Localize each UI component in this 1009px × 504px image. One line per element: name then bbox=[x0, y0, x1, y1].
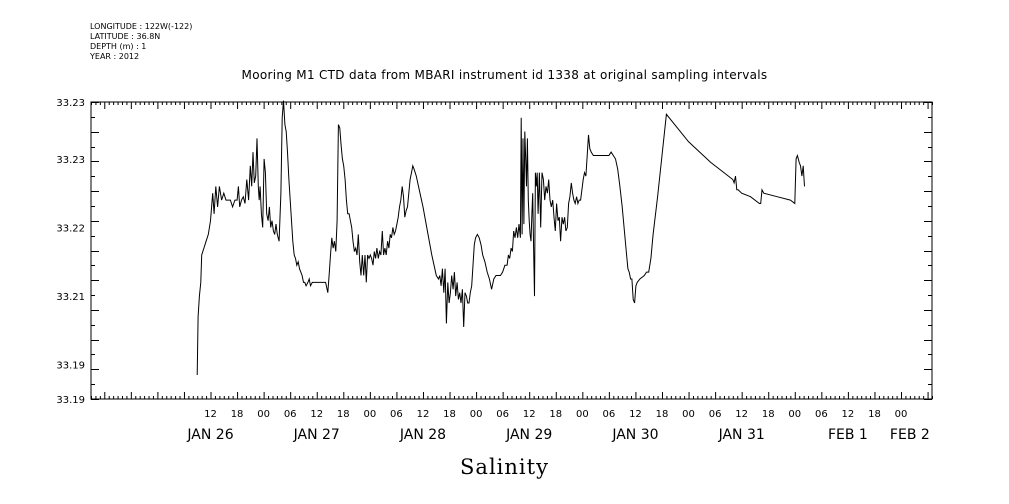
x-tick-label: 00 bbox=[470, 409, 483, 420]
x-day-label: FEB 1 bbox=[828, 427, 868, 443]
x-tick-label: 00 bbox=[257, 409, 270, 420]
x-day-label: JAN 27 bbox=[293, 427, 340, 443]
salinity-series-line bbox=[196, 100, 805, 376]
x-tick-label: 12 bbox=[417, 409, 430, 420]
x-tick-label: 00 bbox=[363, 409, 376, 420]
depth-label: DEPTH (m) : 1 bbox=[90, 42, 147, 51]
x-day-label: JAN 29 bbox=[505, 427, 552, 443]
x-tick-label: 12 bbox=[310, 409, 323, 420]
x-tick-label: 18 bbox=[656, 409, 669, 420]
x-tick-label: 00 bbox=[682, 409, 695, 420]
x-tick-label: 06 bbox=[709, 409, 722, 420]
y-tick-label: 33.21 bbox=[56, 292, 85, 303]
x-tick-label: 18 bbox=[231, 409, 244, 420]
x-tick-label: 00 bbox=[788, 409, 801, 420]
x-day-label: JAN 30 bbox=[611, 427, 658, 443]
x-tick-label: 12 bbox=[735, 409, 748, 420]
x-tick-label: 18 bbox=[549, 409, 562, 420]
x-day-labels: JAN 26 JAN 27 JAN 28 JAN 29 JAN 30 JAN 31 FEB … bbox=[186, 427, 929, 443]
y-tick-labels: 33.19 33.19 33.21 33.22 33.23 33.23 bbox=[56, 98, 85, 406]
x-tick-label: 12 bbox=[204, 409, 217, 420]
x-tick-label: 06 bbox=[603, 409, 616, 420]
x-tick-label: 18 bbox=[868, 409, 881, 420]
y-tick-label: 33.19 bbox=[56, 395, 85, 406]
y-tick-label: 33.22 bbox=[56, 224, 85, 235]
x-tick-label: 06 bbox=[390, 409, 403, 420]
x-tick-label: 12 bbox=[629, 409, 642, 420]
x-day-label: JAN 26 bbox=[186, 427, 233, 443]
y-tick-label: 33.19 bbox=[56, 361, 85, 372]
dataset-metadata: LONGITUDE : 122W(-122) LATITUDE : 36.8N … bbox=[90, 22, 192, 62]
axis-ticks bbox=[91, 102, 933, 400]
x-tick-label: 06 bbox=[815, 409, 828, 420]
x-tick-label: 12 bbox=[842, 409, 855, 420]
y-tick-label: 33.23 bbox=[56, 98, 85, 109]
x-tick-label: 18 bbox=[762, 409, 775, 420]
latitude-label: LATITUDE : 36.8N bbox=[90, 32, 161, 41]
x-tick-label: 06 bbox=[496, 409, 509, 420]
x-tick-label: 06 bbox=[284, 409, 297, 420]
year-label: YEAR : 2012 bbox=[90, 52, 140, 61]
x-tick-label: 12 bbox=[523, 409, 536, 420]
x-tick-label: 00 bbox=[576, 409, 589, 420]
x-tick-label: 18 bbox=[443, 409, 456, 420]
x-tick-label: 00 bbox=[895, 409, 908, 420]
x-day-label: FEB 2 bbox=[890, 427, 930, 443]
y-tick-label: 33.23 bbox=[56, 155, 85, 166]
x-day-label: JAN 28 bbox=[399, 427, 446, 443]
x-day-label: JAN 31 bbox=[718, 427, 765, 443]
longitude-label: LONGITUDE : 122W(-122) bbox=[90, 22, 193, 31]
x-hour-tick-labels: 12 18 00 06 12 18 00 06 12 18 00 06 12 18 00 06 12 18 00 06… bbox=[204, 409, 907, 420]
x-tick-label: 18 bbox=[337, 409, 350, 420]
x-axis-title: Salinity bbox=[460, 455, 549, 479]
chart-title: Mooring M1 CTD data from MBARI instrumen… bbox=[241, 68, 768, 82]
